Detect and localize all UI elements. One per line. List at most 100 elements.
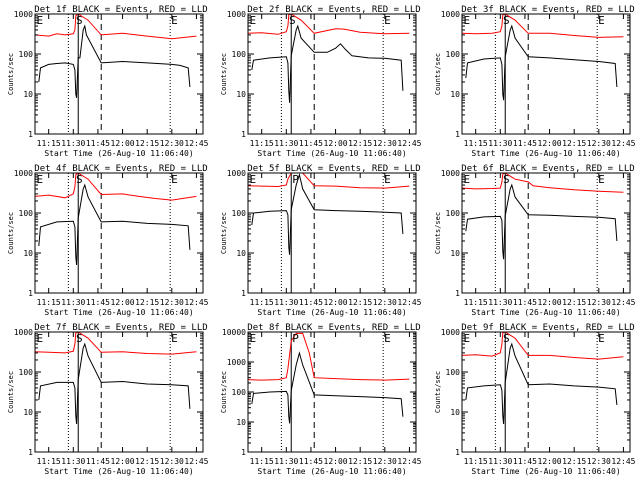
event-marker-label: S bbox=[76, 14, 83, 27]
plot-frame bbox=[461, 172, 631, 294]
y-tick-label: 100 bbox=[446, 50, 461, 59]
x-tick-label: 12:45 bbox=[184, 139, 208, 148]
event-marker-label: S bbox=[289, 14, 296, 27]
y-tick-label: 100 bbox=[19, 50, 34, 59]
x-tick-label: 11:15 bbox=[250, 139, 274, 148]
x-tick-label: 11:45 bbox=[513, 139, 537, 148]
x-tick-label: 11:30 bbox=[488, 139, 512, 148]
panel-title: Det 4f BLACK = Events, RED = LLD bbox=[34, 164, 207, 174]
x-tick-label: 12:45 bbox=[184, 457, 208, 466]
detector-panel: Det 2f BLACK = Events, RED = LLD 1 10 100 10… bbox=[220, 5, 422, 158]
y-axis-label: Counts/sec bbox=[220, 371, 228, 413]
lld-series-line bbox=[248, 332, 410, 381]
x-axis-label: Start Time (26-Aug-10 11:06:40) bbox=[471, 308, 620, 317]
event-marker-label: E bbox=[384, 173, 391, 186]
y-tick-label: 100 bbox=[232, 388, 247, 397]
event-marker-label: E bbox=[464, 14, 471, 27]
event-marker-label: S bbox=[503, 173, 510, 186]
y-tick-label: 1 bbox=[455, 130, 460, 139]
y-tick-label: 1000 bbox=[14, 328, 33, 337]
plot-frame bbox=[247, 172, 417, 294]
event-marker-label: P bbox=[292, 173, 299, 186]
x-tick-label: 11:15 bbox=[464, 457, 488, 466]
panel-title: Det 3f BLACK = Events, RED = LLD bbox=[461, 5, 634, 15]
y-tick-label: 10 bbox=[236, 418, 246, 427]
y-tick-label: 10000 bbox=[222, 328, 246, 337]
y-tick-label: 100 bbox=[232, 50, 247, 59]
x-axis-label: Start Time (26-Aug-10 11:06:40) bbox=[44, 149, 193, 158]
x-tick-label: 12:00 bbox=[111, 457, 135, 466]
lld-series-line bbox=[248, 14, 410, 35]
events-series-line bbox=[251, 24, 404, 103]
detector-panel: Det 5f BLACK = Events, RED = LLD 1 10 100 10… bbox=[220, 164, 422, 317]
x-tick-label: 12:45 bbox=[184, 298, 208, 307]
x-tick-label: 12:15 bbox=[135, 298, 159, 307]
x-axis-label: Start Time (26-Aug-10 11:06:40) bbox=[44, 308, 193, 317]
x-tick-label: 12:15 bbox=[562, 139, 586, 148]
y-tick-label: 10 bbox=[450, 408, 460, 417]
lld-series-line bbox=[35, 332, 197, 355]
x-tick-label: 11:30 bbox=[274, 457, 298, 466]
x-tick-label: 12:15 bbox=[562, 457, 586, 466]
y-tick-label: 100 bbox=[446, 209, 461, 218]
x-tick-label: 11:45 bbox=[513, 457, 537, 466]
events-series-line bbox=[38, 24, 191, 99]
x-tick-label: 11:15 bbox=[37, 139, 61, 148]
x-tick-label: 12:00 bbox=[111, 139, 135, 148]
x-tick-label: 12:45 bbox=[397, 457, 421, 466]
x-tick-label: 12:30 bbox=[373, 457, 397, 466]
x-tick-label: 11:15 bbox=[37, 457, 61, 466]
lld-series-line bbox=[462, 332, 624, 360]
detector-panel: Det 9f BLACK = Events, RED = LLD 1 10 100 10… bbox=[434, 323, 636, 476]
x-tick-label: 12:15 bbox=[135, 139, 159, 148]
panel-title: Det 5f BLACK = Events, RED = LLD bbox=[247, 164, 420, 174]
plot-area bbox=[462, 173, 624, 293]
event-marker-label: E bbox=[384, 14, 391, 27]
x-tick-label: 11:30 bbox=[274, 298, 298, 307]
plot-area bbox=[248, 173, 410, 293]
y-tick-label: 10 bbox=[23, 90, 33, 99]
events-series-line bbox=[251, 173, 404, 255]
detector-panel: Det 7f BLACK = Events, RED = LLD 1 10 100 10… bbox=[7, 323, 209, 476]
y-axis-label: Counts/sec bbox=[434, 371, 442, 413]
x-tick-label: 11:30 bbox=[61, 139, 85, 148]
x-tick-label: 12:45 bbox=[397, 298, 421, 307]
x-tick-label: 12:45 bbox=[611, 139, 635, 148]
x-tick-label: 12:30 bbox=[160, 139, 184, 148]
panel-title: Det 8f BLACK = Events, RED = LLD bbox=[247, 323, 420, 333]
detector-panel: Det 4f BLACK = Events, RED = LLD 1 10 100 10… bbox=[7, 164, 209, 317]
y-tick-label: 100 bbox=[19, 368, 34, 377]
event-marker-label: E bbox=[171, 14, 178, 27]
y-tick-label: 1000 bbox=[14, 10, 33, 19]
x-tick-label: 11:45 bbox=[299, 139, 323, 148]
y-axis-label: Counts/sec bbox=[220, 53, 228, 95]
x-tick-label: 11:15 bbox=[464, 139, 488, 148]
event-marker-label: E bbox=[598, 332, 605, 345]
y-tick-label: 10 bbox=[23, 408, 33, 417]
x-tick-label: 11:45 bbox=[86, 457, 110, 466]
y-tick-label: 1000 bbox=[227, 169, 246, 178]
plot-frame bbox=[34, 331, 204, 453]
y-tick-label: 1 bbox=[28, 130, 33, 139]
plot-area bbox=[35, 332, 197, 452]
panel-title: Det 2f BLACK = Events, RED = LLD bbox=[247, 5, 420, 15]
y-tick-label: 1 bbox=[455, 448, 460, 457]
events-series-line bbox=[465, 24, 618, 101]
x-tick-label: 12:45 bbox=[397, 139, 421, 148]
detector-panel: Det 6f BLACK = Events, RED = LLD 1 10 100 10… bbox=[434, 164, 636, 317]
x-tick-label: 11:30 bbox=[274, 139, 298, 148]
x-tick-label: 12:30 bbox=[373, 139, 397, 148]
y-tick-label: 10 bbox=[450, 90, 460, 99]
events-series-line bbox=[465, 342, 618, 425]
detector-panel: Det 1f BLACK = Events, RED = LLD 1 10 100 10… bbox=[7, 5, 209, 158]
y-tick-label: 100 bbox=[232, 209, 247, 218]
x-tick-label: 12:15 bbox=[562, 298, 586, 307]
event-marker-label: S bbox=[503, 332, 510, 345]
y-tick-label: 1000 bbox=[227, 10, 246, 19]
x-tick-label: 11:45 bbox=[299, 457, 323, 466]
events-series-line bbox=[38, 342, 191, 425]
lld-series-line bbox=[462, 173, 624, 193]
event-marker-label: E bbox=[171, 332, 178, 345]
y-axis-label: Counts/sec bbox=[434, 53, 442, 95]
